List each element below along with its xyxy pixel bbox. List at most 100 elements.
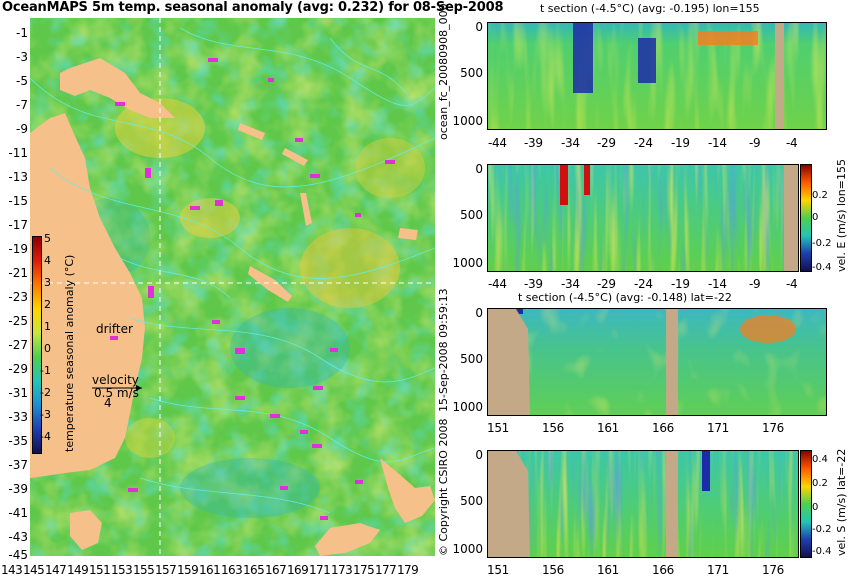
lat-tick: -27	[8, 338, 28, 352]
s2-xtick: -24	[634, 277, 653, 291]
s1-xtick: -4	[786, 136, 798, 150]
section2-panel	[487, 164, 799, 272]
section2-colorbar	[800, 164, 812, 272]
lon-tick: 165	[243, 563, 265, 577]
s2-xtick: -9	[749, 277, 761, 291]
lat-tick: -5	[16, 74, 28, 88]
section4-panel	[487, 450, 799, 558]
map-canvas	[30, 18, 435, 556]
lat-tick: -43	[8, 530, 28, 544]
lat-tick: -1	[16, 26, 28, 40]
lat-tick: -7	[16, 98, 28, 112]
map-cb-tick: 3	[44, 276, 51, 289]
map-cb-tick: -4	[40, 430, 51, 443]
section2-cb-tick: 0.2	[812, 190, 828, 201]
section3-title: t section (-4.5°C) (avg: -0.148) lat=-22	[518, 291, 732, 304]
s2-ytick: 500	[460, 208, 483, 222]
section4-cb-tick: 0.2	[812, 478, 828, 489]
velocity-number: 4	[104, 396, 112, 410]
section4-cb-tick: -0.2	[812, 524, 832, 535]
map-cb-tick: 5	[44, 232, 51, 245]
s4-xtick: 151	[487, 563, 510, 577]
section3-panel	[487, 308, 827, 416]
section4-colorbar-label: vel. S (m/s) lat=-22	[835, 448, 848, 556]
lon-tick: 173	[331, 563, 353, 577]
s1-xtick: -19	[671, 136, 690, 150]
lat-tick: -31	[8, 386, 28, 400]
s1-ytick: 1000	[452, 114, 483, 128]
section1-panel	[487, 22, 827, 130]
lon-tick: 145	[23, 563, 45, 577]
drifter-markers	[115, 58, 395, 520]
lat-tick: -39	[8, 482, 28, 496]
s3-ytick: 1000	[452, 400, 483, 414]
lat-tick: -33	[8, 410, 28, 424]
copyright-label: © Copyright CSIRO 2008	[437, 418, 450, 556]
s3-ytick: 500	[460, 352, 483, 366]
map-cb-tick: 4	[44, 254, 51, 267]
s4-xtick: 176	[762, 563, 785, 577]
map-cb-tick: 2	[44, 298, 51, 311]
lon-tick: 149	[67, 563, 89, 577]
s3-ytick: 0	[475, 306, 483, 320]
s2-xtick: -19	[671, 277, 690, 291]
drifter-label: drifter	[96, 322, 133, 336]
lon-tick: 179	[397, 563, 419, 577]
lat-tick: -17	[8, 218, 28, 232]
page-title: OceanMAPS 5m temp. seasonal anomaly (avg…	[2, 0, 504, 15]
s4-ytick: 0	[475, 448, 483, 462]
lat-tick: -37	[8, 458, 28, 472]
lat-tick: -25	[8, 314, 28, 328]
s3-xtick: 161	[597, 421, 620, 435]
lat-tick: -21	[8, 266, 28, 280]
map-colorbar-label: temperature seasonal anomaly (°C)	[63, 254, 76, 452]
velocity-label: velocity	[92, 373, 139, 387]
section1-title: t section (-4.5°C) (avg: -0.195) lon=155	[540, 2, 760, 15]
lon-tick: 167	[265, 563, 287, 577]
map-colorbar	[32, 236, 42, 454]
s1-xtick: -29	[597, 136, 616, 150]
lon-tick: 177	[375, 563, 397, 577]
section2-cb-tick: -0.2	[812, 238, 832, 249]
s1-xtick: -24	[634, 136, 653, 150]
lon-tick: 163	[221, 563, 243, 577]
lon-tick: 171	[309, 563, 331, 577]
lon-tick: 143	[1, 563, 23, 577]
lat-tick: -45	[8, 548, 28, 562]
section4-cb-tick: 0	[812, 502, 819, 513]
s2-xtick: -29	[597, 277, 616, 291]
s3-xtick: 171	[707, 421, 730, 435]
s1-ytick: 500	[460, 66, 483, 80]
s1-xtick: -34	[561, 136, 580, 150]
s1-xtick: -39	[524, 136, 543, 150]
s2-xtick: -14	[708, 277, 727, 291]
s3-xtick: 166	[652, 421, 675, 435]
lat-tick: -9	[16, 122, 28, 136]
section2-colorbar-label: vel. E (m/s) lon=155	[835, 159, 848, 272]
section2-cb-tick: 0	[812, 212, 819, 223]
lon-tick: 155	[133, 563, 155, 577]
map-cb-tick: 0	[44, 342, 51, 355]
section2-cb-tick: -0.4	[812, 262, 832, 273]
lat-tick: -35	[8, 434, 28, 448]
map-cb-tick: 1	[44, 320, 51, 333]
lon-tick: 151	[89, 563, 111, 577]
lat-tick: -11	[8, 146, 28, 160]
lon-tick: 153	[111, 563, 133, 577]
lon-tick: 157	[155, 563, 177, 577]
s1-xtick: -14	[708, 136, 727, 150]
s4-xtick: 156	[542, 563, 565, 577]
s3-xtick: 176	[762, 421, 785, 435]
s2-xtick: -39	[524, 277, 543, 291]
lat-tick: -13	[8, 170, 28, 184]
s1-ytick: 0	[475, 20, 483, 34]
s3-xtick: 151	[487, 421, 510, 435]
s4-ytick: 1000	[452, 542, 483, 556]
lon-tick: 175	[353, 563, 375, 577]
map-cb-tick: -1	[40, 364, 51, 377]
s2-xtick: -34	[561, 277, 580, 291]
lon-tick: 147	[45, 563, 67, 577]
s4-xtick: 171	[707, 563, 730, 577]
lat-tick: -29	[8, 362, 28, 376]
s4-xtick: 161	[597, 563, 620, 577]
